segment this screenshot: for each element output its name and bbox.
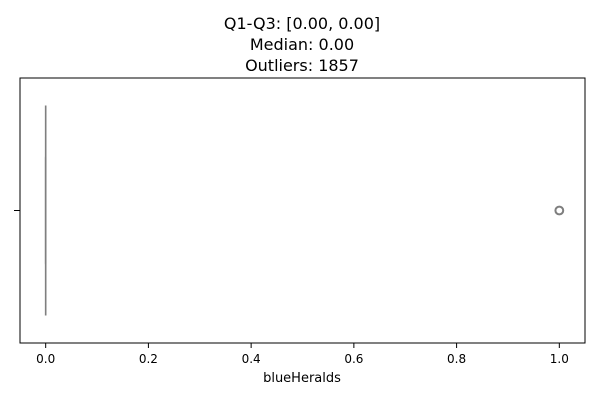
x-tick-label: 0.2 bbox=[139, 352, 158, 366]
x-tick-label: 0.8 bbox=[447, 352, 466, 366]
outlier-point bbox=[554, 205, 565, 216]
chart-title: Q1-Q3: [0.00, 0.00] Median: 0.00 Outlier… bbox=[224, 14, 380, 75]
box-plot bbox=[44, 105, 565, 316]
x-tick-label: 0.6 bbox=[344, 352, 363, 366]
x-axis: 0.0 0.2 0.4 0.6 0.8 1.0 bbox=[36, 343, 569, 366]
x-tick-label: 1.0 bbox=[550, 352, 569, 366]
x-tick-label: 0.4 bbox=[242, 352, 261, 366]
title-line-1: Q1-Q3: [0.00, 0.00] bbox=[224, 14, 380, 33]
x-tick-label: 0.0 bbox=[36, 352, 55, 366]
x-axis-label: blueHeralds bbox=[263, 371, 341, 386]
title-line-2: Median: 0.00 bbox=[250, 35, 354, 54]
plot-frame bbox=[19, 77, 586, 344]
title-line-3: Outliers: 1857 bbox=[245, 56, 359, 75]
